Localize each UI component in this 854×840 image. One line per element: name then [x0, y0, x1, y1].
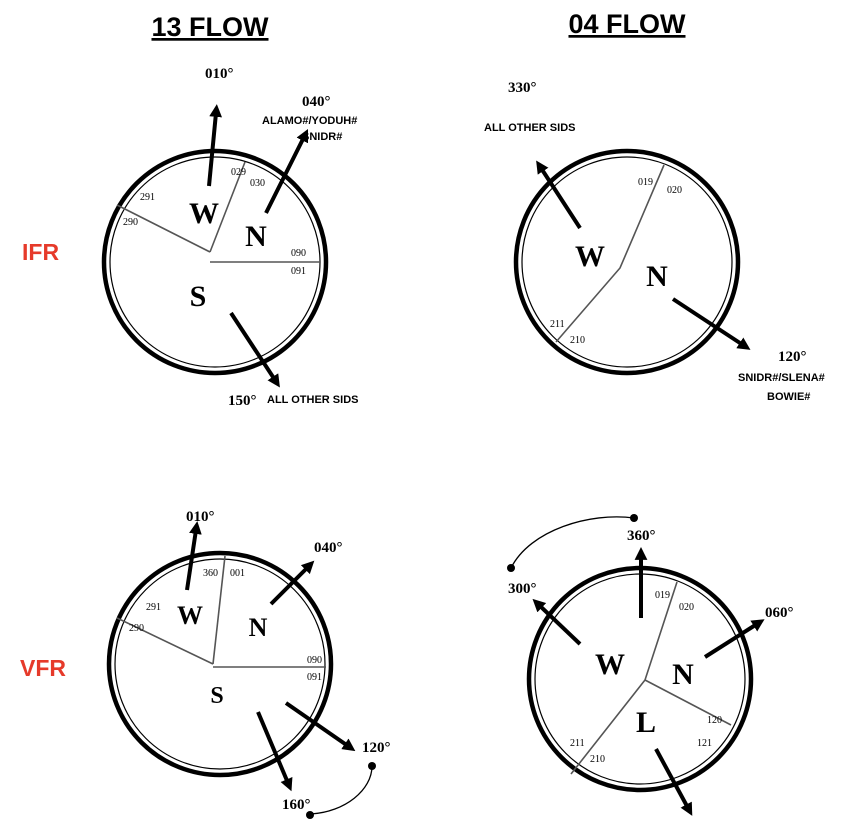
- vfr-04-heading-360: 360°: [627, 528, 656, 544]
- ifr-13-heading-150: 150°: [228, 393, 257, 409]
- ifr-13-flow-diagram: 029 030 291 290 090 091 W N S 010° 040° …: [101, 66, 358, 409]
- ifr-13-heading-010: 010°: [205, 66, 234, 82]
- vfr-13-tick-001: 001: [230, 568, 245, 579]
- vfr-13-arrow-north: [185, 521, 202, 591]
- vfr-13-heading-040: 040°: [314, 540, 343, 556]
- vfr-13-arc: [310, 765, 373, 815]
- ifr-13-sector-s: S: [190, 280, 207, 313]
- vfr-13-divider-nw: [116, 617, 214, 665]
- vfr-13-arrow-east: [269, 560, 315, 606]
- vfr-04-arrow-west: [532, 598, 582, 646]
- title-13-flow: 13 FLOW: [151, 12, 269, 42]
- ifr-04-sid-east-2: BOWIE#: [767, 391, 810, 403]
- vfr-13-flow-diagram: 360 001 291 290 090 091 W N S 010° 040° …: [106, 509, 391, 819]
- vfr-04-arc: [510, 516, 635, 569]
- vfr-13-heading-010: 010°: [186, 509, 215, 525]
- vfr-04-tick-211: 211: [570, 738, 585, 749]
- vfr-04-heading-300: 300°: [508, 581, 537, 597]
- ifr-13-heading-040: 040°: [302, 94, 331, 110]
- ifr-13-ring: [101, 148, 329, 376]
- ifr-04-divider: [555, 164, 665, 343]
- ifr-04-heading-120: 120°: [778, 349, 807, 365]
- ifr-13-sid-east-1: ALAMO#/YODUH#: [262, 115, 357, 127]
- vfr-13-arc-dot-top: [368, 762, 376, 770]
- vfr-04-tick-020: 020: [679, 602, 694, 613]
- ifr-13-arrow-north: [207, 104, 223, 187]
- row-label-vfr: VFR: [20, 655, 66, 681]
- vfr-13-sector-s: S: [210, 683, 223, 709]
- vfr-04-arrow-south: [654, 748, 693, 816]
- vfr-13-tick-290: 290: [129, 623, 144, 634]
- ifr-13-tick-291: 291: [140, 192, 155, 203]
- vfr-04-divider-se: [644, 679, 732, 726]
- vfr-04-arc-dot-left: [507, 564, 515, 572]
- ifr-04-tick-211: 211: [550, 319, 565, 330]
- vfr-04-flow-diagram: 019 020 120 121 211 210 W N L 360° 300° …: [507, 514, 794, 816]
- vfr-13-ring-inner: [114, 558, 326, 770]
- ifr-04-sid-east-1: SNIDR#/SLENA#: [738, 372, 825, 384]
- ifr-04-ring-inner: [521, 156, 733, 368]
- vfr-13-heading-120: 120°: [362, 740, 391, 756]
- vfr-13-tick-360: 360: [203, 568, 218, 579]
- vfr-13-tick-291: 291: [146, 602, 161, 613]
- vfr-04-heading-060: 060°: [765, 605, 794, 621]
- ifr-13-sector-w: W: [189, 197, 219, 230]
- ifr-04-tick-019: 019: [638, 177, 653, 188]
- ifr-04-flow-diagram: 019 020 211 210 W N 330° ALL OTHER SIDS …: [484, 80, 825, 403]
- vfr-13-arrow-south: [256, 711, 293, 792]
- vfr-13-sector-w: W: [177, 601, 203, 630]
- ifr-04-sector-n: N: [646, 260, 668, 293]
- vfr-04-tick-210: 210: [590, 754, 605, 765]
- ifr-04-tick-210: 210: [570, 335, 585, 346]
- vfr-04-arrow-east: [703, 619, 765, 659]
- ifr-04-ring: [513, 148, 741, 376]
- vfr-13-divider-n: [212, 555, 226, 665]
- title-04-flow: 04 FLOW: [568, 9, 686, 39]
- vfr-13-ring: [106, 550, 334, 778]
- vfr-04-sector-w: W: [595, 648, 625, 681]
- vfr-04-sector-n: N: [672, 658, 694, 691]
- vfr-13-arc-dot-bottom: [306, 811, 314, 819]
- vfr-04-tick-121: 121: [697, 738, 712, 749]
- ifr-13-sid-south: ALL OTHER SIDS: [267, 394, 358, 406]
- ifr-13-sid-east-2: SNIDR#: [302, 131, 342, 143]
- row-label-ifr: IFR: [22, 239, 59, 265]
- ifr-13-tick-090: 090: [291, 248, 306, 259]
- vfr-13-arrow-southeast: [284, 701, 356, 752]
- vfr-13-sector-n: N: [249, 613, 268, 642]
- vfr-04-sector-l: L: [636, 706, 656, 739]
- ifr-04-arrow-west: [536, 160, 582, 230]
- ifr-13-sector-n: N: [245, 220, 267, 253]
- vfr-13-heading-160: 160°: [282, 797, 311, 813]
- ifr-13-divider-ne: [209, 161, 246, 253]
- ifr-13-divider-nw: [116, 204, 211, 253]
- vfr-13-tick-091: 091: [307, 672, 322, 683]
- ifr-04-heading-330: 330°: [508, 80, 537, 96]
- ifr-04-sector-w: W: [575, 240, 605, 273]
- ifr-04-tick-020: 020: [667, 185, 682, 196]
- ifr-13-arrow-east: [264, 128, 309, 214]
- ifr-13-tick-030: 030: [250, 178, 265, 189]
- ifr-04-arrow-east: [671, 297, 751, 350]
- ifr-13-arrow-south: [229, 311, 280, 388]
- vfr-04-arc-dot-right: [630, 514, 638, 522]
- vfr-13-tick-090: 090: [307, 655, 322, 666]
- ifr-04-sid-west: ALL OTHER SIDS: [484, 122, 575, 134]
- ifr-13-tick-290: 290: [123, 217, 138, 228]
- vfr-04-tick-019: 019: [655, 590, 670, 601]
- ifr-13-tick-091: 091: [291, 266, 306, 277]
- ifr-13-tick-029: 029: [231, 167, 246, 178]
- vfr-04-tick-120: 120: [707, 715, 722, 726]
